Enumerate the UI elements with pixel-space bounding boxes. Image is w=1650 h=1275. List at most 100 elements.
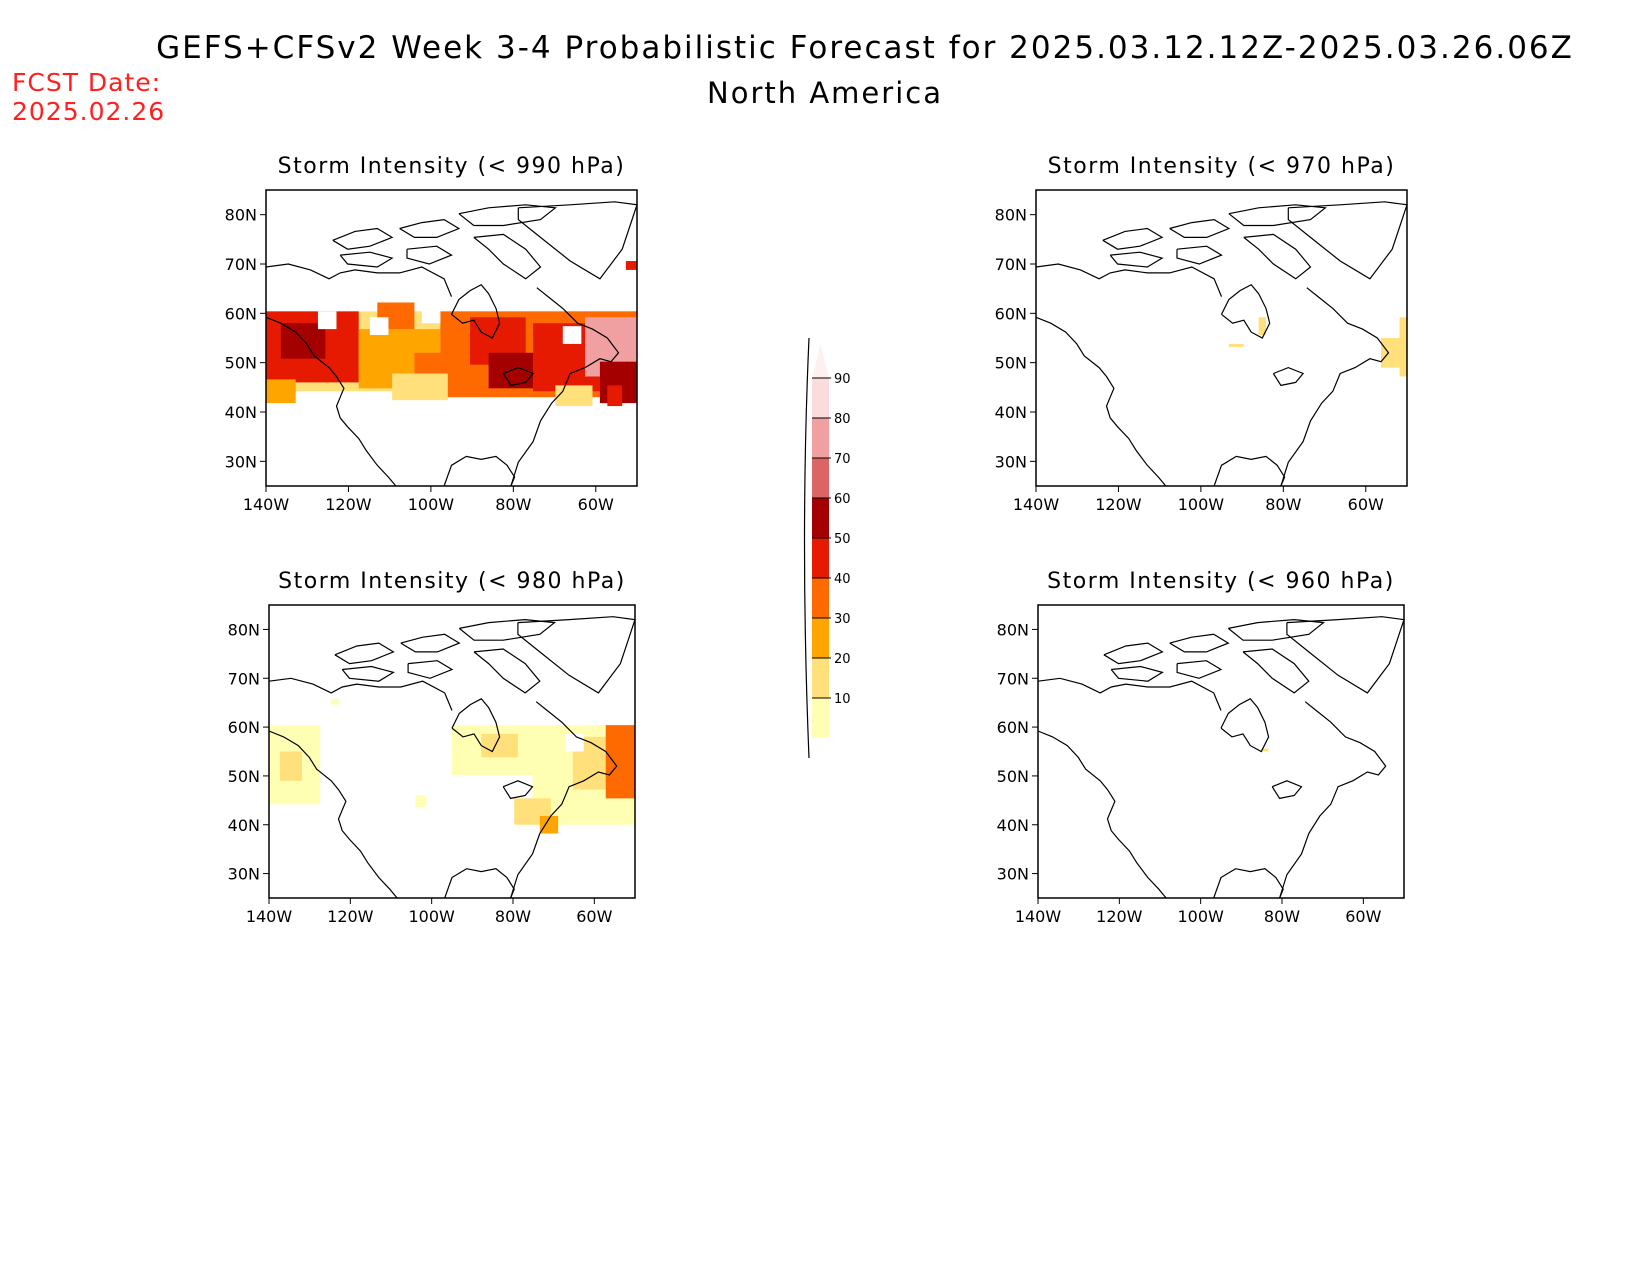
probability-shading — [481, 733, 518, 758]
lat-tick-label: 60N — [997, 718, 1029, 737]
colorbar-tick-label: 40 — [834, 572, 851, 587]
colorbar-segment — [812, 344, 829, 378]
lat-tick-label: 50N — [997, 767, 1029, 786]
colorbar-tick-label: 20 — [834, 652, 851, 667]
lat-tick-label: 60N — [228, 718, 260, 737]
lat-tick-label: 70N — [228, 669, 260, 688]
missing-data-cell — [317, 311, 337, 330]
coastlines — [1035, 201, 1408, 487]
lon-tick-label: 100W — [1177, 907, 1224, 926]
colorbar-tick-label: 10 — [834, 692, 851, 707]
colorbar-tick-label: 80 — [834, 412, 851, 427]
probability-shading — [331, 698, 339, 705]
lat-tick-label: 40N — [997, 816, 1029, 835]
missing-data-cell — [565, 733, 584, 752]
colorbar-segment — [812, 578, 829, 618]
colorbar-segment — [812, 378, 829, 418]
lon-tick-label: 100W — [408, 907, 455, 926]
lon-tick-label: 140W — [1013, 495, 1060, 514]
region-subtitle: North America — [707, 76, 943, 110]
lat-tick-label: 60N — [225, 304, 257, 323]
coastlines — [1037, 616, 1405, 899]
lat-tick-label: 30N — [228, 865, 260, 884]
colorbar-tick-label: 70 — [834, 452, 851, 467]
lat-tick-label: 70N — [995, 255, 1027, 274]
lat-tick-label: 80N — [225, 206, 257, 225]
lat-tick-label: 50N — [228, 767, 260, 786]
main-title: GEFS+CFSv2 Week 3-4 Probabilistic Foreca… — [156, 30, 1574, 66]
probability-shading — [605, 725, 635, 799]
probability-shading — [279, 751, 302, 781]
lon-tick-label: 60W — [576, 907, 612, 926]
lat-tick-label: 80N — [995, 206, 1027, 225]
colorbar-segment — [812, 458, 829, 498]
lon-tick-label: 100W — [1178, 495, 1225, 514]
lon-tick-label: 120W — [1096, 907, 1143, 926]
map-frame — [268, 604, 636, 899]
lat-tick-label: 30N — [997, 865, 1029, 884]
lat-tick-label: 60N — [995, 304, 1027, 323]
fcst-date-value: 2025.02.26 — [12, 97, 166, 126]
lat-tick-label: 40N — [995, 403, 1027, 422]
colorbar-segment — [812, 498, 829, 538]
lon-tick-label: 80W — [1265, 495, 1301, 514]
map-frame — [1035, 189, 1408, 487]
map-panel-990: Storm Intensity (< 990 hPa) 140W 120W 100W 8… — [225, 154, 638, 514]
missing-data-cell — [562, 326, 582, 344]
probability-shading — [607, 385, 623, 407]
lon-tick-label: 140W — [243, 495, 290, 514]
lon-tick-label: 120W — [325, 495, 372, 514]
colorbar-segment — [812, 698, 829, 738]
probability-shading — [1381, 338, 1407, 368]
probability-shading — [392, 373, 448, 401]
coastlines — [268, 616, 636, 899]
missing-data-cell — [369, 317, 389, 336]
lat-tick-label: 40N — [228, 816, 260, 835]
probability-shading — [415, 795, 427, 808]
colorbar-segment — [812, 418, 829, 458]
lon-tick-label: 140W — [246, 907, 293, 926]
colorbar-segment — [812, 618, 829, 658]
colorbar-segment — [812, 658, 829, 698]
map-frame — [1037, 604, 1405, 899]
lat-tick-label: 70N — [997, 669, 1029, 688]
map-panel-960: Storm Intensity (< 960 hPa) 140W 120W 100W 8… — [997, 569, 1405, 926]
lon-tick-label: 140W — [1015, 907, 1062, 926]
lon-tick-label: 120W — [327, 907, 374, 926]
lon-tick-label: 100W — [408, 495, 455, 514]
lat-tick-label: 80N — [228, 620, 260, 639]
lat-tick-label: 70N — [225, 255, 257, 274]
lon-tick-label: 80W — [495, 495, 531, 514]
colorbar-tick-label: 50 — [834, 532, 851, 547]
colorbar: 90 80 70 60 50 40 30 20 10 — [803, 337, 851, 759]
panel-title: Storm Intensity (< 990 hPa) — [278, 154, 626, 179]
colorbar-tick-label: 30 — [834, 612, 851, 627]
colorbar-segment — [812, 538, 829, 578]
lon-tick-label: 80W — [1264, 907, 1300, 926]
panel-title: Storm Intensity (< 970 hPa) — [1048, 154, 1396, 179]
lon-tick-label: 60W — [1345, 907, 1381, 926]
probability-shading — [266, 379, 296, 404]
probability-shading — [1228, 343, 1244, 347]
lon-tick-label: 120W — [1095, 495, 1142, 514]
probability-shading — [539, 815, 559, 834]
lat-tick-label: 30N — [225, 452, 257, 471]
panel-title: Storm Intensity (< 960 hPa) — [1047, 569, 1395, 594]
lon-tick-label: 60W — [1348, 495, 1384, 514]
lat-tick-label: 50N — [225, 354, 257, 373]
coastlines — [265, 201, 638, 487]
colorbar-outline — [803, 337, 810, 759]
probability-shading — [1258, 317, 1267, 336]
lat-tick-label: 50N — [995, 354, 1027, 373]
map-frame — [265, 189, 638, 487]
probability-shading — [555, 385, 593, 407]
map-panel-980: Storm Intensity (< 980 hPa) 140W 120W 100W 8… — [228, 569, 636, 926]
lon-tick-label: 80W — [495, 907, 531, 926]
missing-data-cell — [421, 308, 441, 324]
lat-tick-label: 30N — [995, 452, 1027, 471]
probability-shading — [625, 261, 637, 270]
probability-shading — [1261, 748, 1269, 752]
lon-tick-label: 60W — [578, 495, 614, 514]
colorbar-tick-label: 60 — [834, 492, 851, 507]
